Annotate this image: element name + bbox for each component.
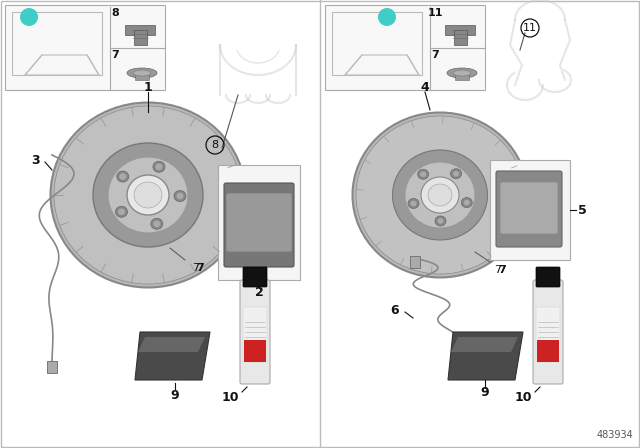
Text: 4: 4 xyxy=(420,81,429,94)
Polygon shape xyxy=(135,332,210,380)
Text: 3: 3 xyxy=(31,154,39,167)
Text: 1: 1 xyxy=(143,81,152,94)
Ellipse shape xyxy=(153,161,165,172)
Circle shape xyxy=(20,8,38,26)
Ellipse shape xyxy=(420,172,426,177)
Ellipse shape xyxy=(174,190,186,202)
Ellipse shape xyxy=(156,164,163,170)
Polygon shape xyxy=(138,337,205,352)
Bar xyxy=(454,30,467,45)
Bar xyxy=(134,30,147,45)
Bar xyxy=(325,5,485,90)
Text: 9: 9 xyxy=(171,388,179,401)
Bar xyxy=(218,165,300,280)
Text: 10: 10 xyxy=(515,391,532,404)
Text: 8: 8 xyxy=(111,8,119,18)
Ellipse shape xyxy=(410,201,417,206)
Ellipse shape xyxy=(418,169,429,179)
Ellipse shape xyxy=(408,198,419,208)
Ellipse shape xyxy=(451,169,461,179)
Ellipse shape xyxy=(93,143,203,247)
Text: 11: 11 xyxy=(523,23,537,33)
Text: 11: 11 xyxy=(428,8,443,18)
Bar xyxy=(243,307,267,362)
Ellipse shape xyxy=(119,173,126,180)
Ellipse shape xyxy=(54,106,242,284)
Ellipse shape xyxy=(353,112,527,277)
Bar xyxy=(135,72,149,80)
Bar xyxy=(490,160,570,260)
Ellipse shape xyxy=(177,193,184,199)
Text: 7: 7 xyxy=(196,263,204,273)
Bar xyxy=(244,340,266,362)
Bar xyxy=(125,25,155,35)
Text: 483934: 483934 xyxy=(596,430,633,440)
Circle shape xyxy=(378,8,396,26)
Bar xyxy=(445,25,475,35)
Text: 6: 6 xyxy=(390,303,399,316)
Ellipse shape xyxy=(154,220,161,227)
Ellipse shape xyxy=(428,184,452,206)
Bar xyxy=(47,361,57,373)
Bar xyxy=(410,256,420,268)
Ellipse shape xyxy=(118,208,125,215)
Ellipse shape xyxy=(453,70,471,76)
Text: 7: 7 xyxy=(431,50,439,60)
Bar xyxy=(455,72,469,80)
FancyBboxPatch shape xyxy=(243,267,267,287)
FancyBboxPatch shape xyxy=(500,182,558,234)
Ellipse shape xyxy=(392,150,488,240)
Ellipse shape xyxy=(134,182,162,208)
FancyBboxPatch shape xyxy=(226,193,292,252)
Ellipse shape xyxy=(108,157,188,233)
Ellipse shape xyxy=(127,175,169,215)
Polygon shape xyxy=(451,337,518,352)
Ellipse shape xyxy=(116,171,129,182)
Text: 7: 7 xyxy=(111,50,119,60)
Ellipse shape xyxy=(356,116,524,274)
FancyBboxPatch shape xyxy=(240,280,270,384)
Text: 5: 5 xyxy=(578,203,586,216)
Ellipse shape xyxy=(115,206,127,217)
FancyBboxPatch shape xyxy=(533,280,563,384)
Ellipse shape xyxy=(435,216,446,226)
Ellipse shape xyxy=(421,177,459,213)
FancyBboxPatch shape xyxy=(496,171,562,247)
Text: 7: 7 xyxy=(193,263,200,273)
Ellipse shape xyxy=(127,68,157,78)
Ellipse shape xyxy=(464,200,470,205)
Text: 2: 2 xyxy=(255,285,264,298)
Bar xyxy=(536,307,560,362)
Ellipse shape xyxy=(447,68,477,78)
FancyBboxPatch shape xyxy=(536,267,560,287)
Ellipse shape xyxy=(453,171,459,177)
Text: 7: 7 xyxy=(498,265,506,275)
Text: 8: 8 xyxy=(211,140,219,150)
Ellipse shape xyxy=(405,162,475,228)
FancyBboxPatch shape xyxy=(224,183,294,267)
Ellipse shape xyxy=(461,198,472,207)
Ellipse shape xyxy=(438,218,444,224)
Text: 10: 10 xyxy=(221,391,239,404)
Text: 7: 7 xyxy=(495,265,502,275)
Ellipse shape xyxy=(151,218,163,229)
Polygon shape xyxy=(448,332,523,380)
Ellipse shape xyxy=(51,103,246,288)
Bar xyxy=(537,340,559,362)
Ellipse shape xyxy=(133,70,151,76)
Text: 9: 9 xyxy=(481,385,490,399)
Bar xyxy=(5,5,165,90)
